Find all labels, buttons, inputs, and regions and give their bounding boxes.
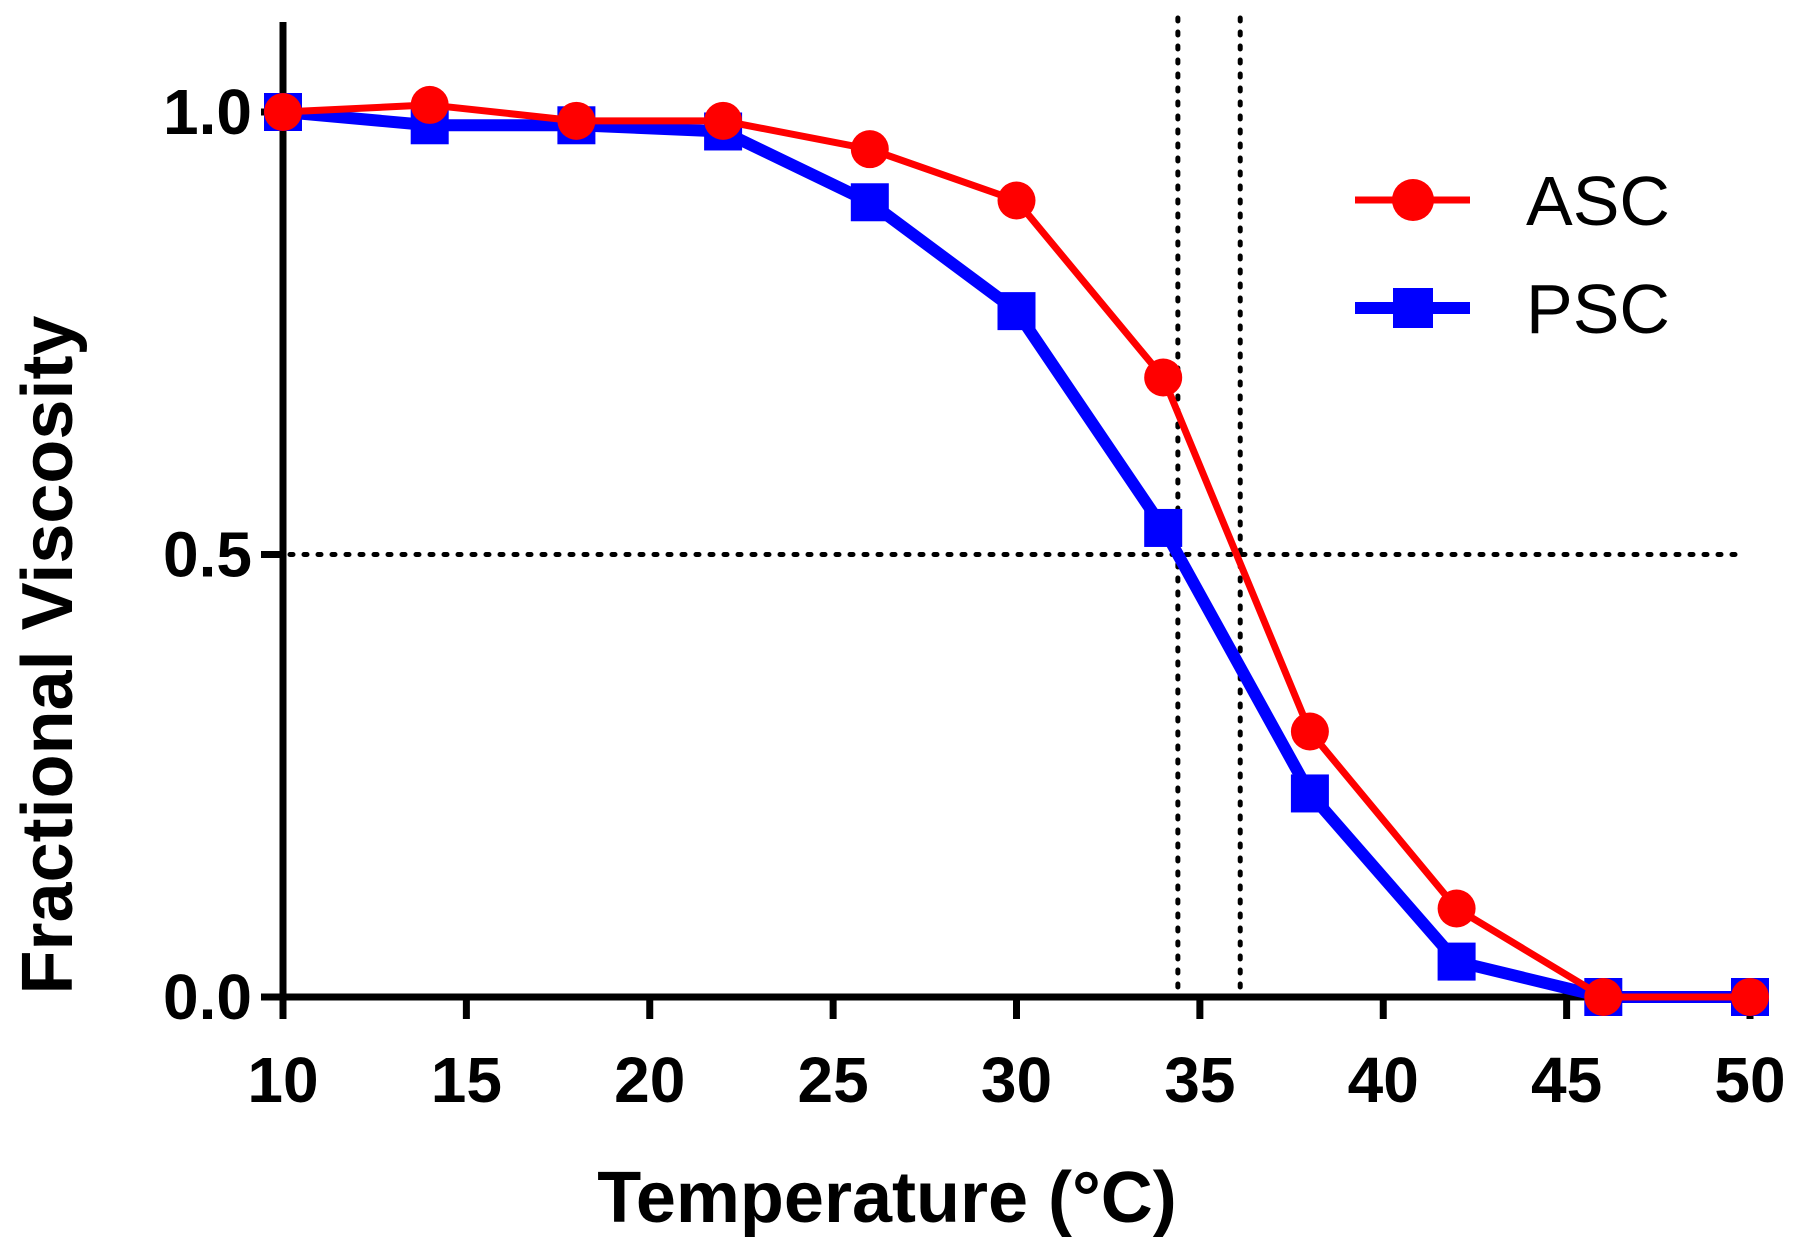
data-point-asc [1584,978,1623,1016]
legend-square-marker [1393,288,1433,328]
reference-lines [287,15,1748,995]
x-tick-label: 20 [614,1044,685,1116]
data-point-asc [1731,978,1769,1016]
x-tick-label: 40 [1348,1044,1419,1116]
x-tick-label: 45 [1531,1044,1602,1116]
data-point-asc [410,85,449,124]
legend-entry-psc: PSC [1355,270,1670,348]
x-tick-label: 15 [431,1044,502,1116]
data-point-asc [264,93,302,131]
x-tick-label: 10 [247,1044,318,1116]
legend-entry-asc: ASC [1355,162,1670,240]
y-axis-title: Fractional Viscosity [8,316,88,995]
legend-circle-marker [1392,179,1434,221]
data-point-asc [997,181,1036,220]
data-point-psc [1437,942,1476,981]
x-axis-title: Temperature (°C) [597,1158,1177,1238]
data-point-asc [1290,712,1329,751]
axis-ticks: 10 15 20 25 30 35 40 45 50 0.0 0.5 1.0 [163,76,1786,1116]
data-point-asc [704,101,743,140]
data-point-asc [1144,358,1183,397]
data-point-psc [997,292,1036,331]
data-point-asc [557,101,596,140]
legend-label: PSC [1526,270,1670,348]
series-asc [264,85,1769,1016]
y-tick-label: 0.5 [163,519,252,591]
legend: ASC PSC [1355,162,1670,348]
series-layer [264,85,1769,1016]
data-point-asc [850,130,889,169]
x-tick-label: 50 [1714,1044,1785,1116]
data-point-psc [1290,774,1329,813]
x-tick-label: 35 [1164,1044,1235,1116]
data-point-psc [850,183,889,222]
x-tick-label: 25 [798,1044,869,1116]
legend-label: ASC [1526,162,1670,240]
data-point-psc [1144,508,1183,547]
y-tick-label: 0.0 [163,961,252,1033]
y-tick-label: 1.0 [163,76,252,148]
data-point-asc [1437,889,1476,928]
x-tick-label: 30 [981,1044,1052,1116]
